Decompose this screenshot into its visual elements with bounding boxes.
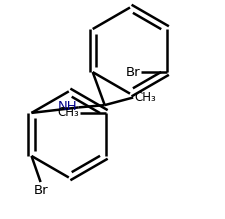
Text: Br: Br (125, 66, 140, 79)
Text: NH: NH (58, 100, 77, 113)
Text: CH₃: CH₃ (57, 106, 79, 119)
Text: CH₃: CH₃ (134, 91, 155, 104)
Text: Br: Br (33, 184, 48, 197)
